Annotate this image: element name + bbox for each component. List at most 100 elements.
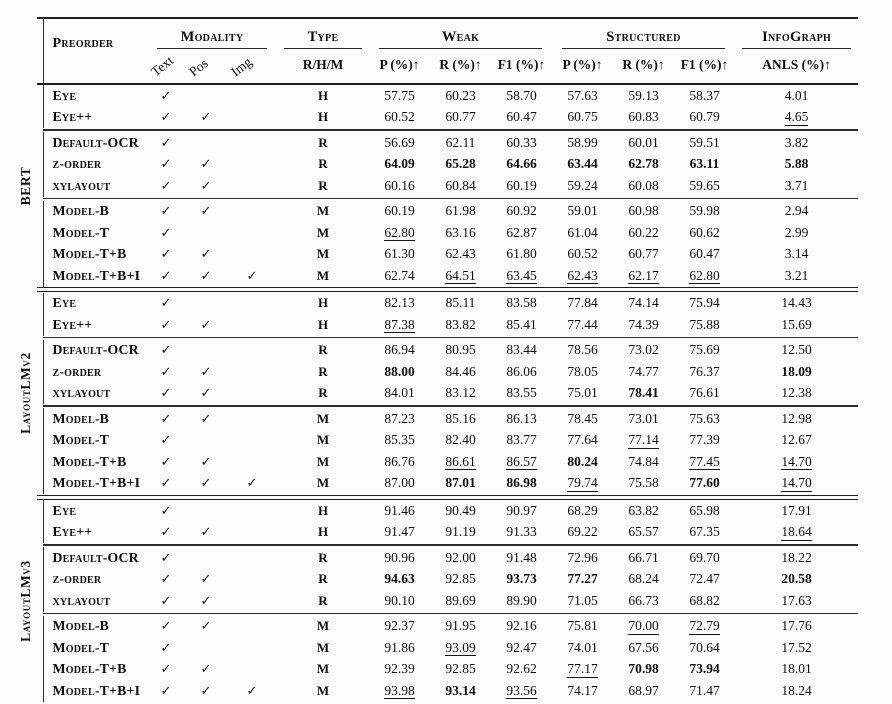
metric-value: 71.05 bbox=[552, 590, 613, 612]
modality-pos-header: Pos bbox=[186, 55, 211, 80]
metric-value-text: 77.44 bbox=[567, 316, 598, 332]
checkmark-icon: ✓ bbox=[160, 247, 172, 263]
modality-text-cell: ✓ bbox=[147, 132, 185, 154]
preorder-label: Eye++ bbox=[42, 314, 147, 336]
metric-value-text: 59.65 bbox=[689, 177, 720, 193]
metric-value-text: 70.00 bbox=[628, 618, 659, 635]
checkmark-icon: ✓ bbox=[160, 476, 172, 492]
metric-value: 60.33 bbox=[491, 132, 552, 154]
modality-pos-cell: ✓ bbox=[185, 383, 227, 405]
metric-value: 75.81 bbox=[552, 616, 613, 638]
modality-pos-cell bbox=[185, 222, 227, 244]
table-row: xylayout ✓ ✓ R 84.01 83.12 83.55 75.01 78.41 76.6… bbox=[10, 382, 858, 405]
type-value: M bbox=[316, 639, 330, 655]
metric-value-text: 70.64 bbox=[689, 639, 720, 655]
metric-value-text: 87.38 bbox=[384, 316, 415, 334]
metric-value-text: 61.04 bbox=[567, 224, 598, 240]
table-body: BERT Eye ✓ H 57.75 60.23 58.70 57.63 59.13 58.37 4… bbox=[10, 85, 859, 704]
metric-value: 14.70 bbox=[735, 473, 858, 495]
metric-value-text: 60.84 bbox=[445, 177, 476, 193]
metric-value-text: 86.13 bbox=[506, 410, 537, 426]
modality-pos-cell: ✓ bbox=[185, 473, 227, 495]
metric-value-text: 83.55 bbox=[506, 385, 537, 401]
metric-value-text: 60.62 bbox=[689, 224, 720, 240]
checkmark-icon: ✓ bbox=[160, 296, 172, 312]
metric-value: 68.82 bbox=[674, 590, 735, 612]
metric-value: 89.90 bbox=[491, 590, 552, 612]
metric-value-text: 76.37 bbox=[689, 363, 720, 379]
table-row: Default-OCR ✓ R 56.69 62.11 60.33 58.99 60.01 59… bbox=[10, 132, 858, 154]
metric-value-text: 91.95 bbox=[445, 618, 476, 634]
metric-value-text: 93.09 bbox=[445, 639, 476, 657]
metric-value: 58.37 bbox=[674, 85, 735, 107]
metric-value-text: 92.00 bbox=[445, 549, 476, 565]
metric-value: 85.11 bbox=[430, 293, 491, 315]
metric-value-text: 91.33 bbox=[506, 524, 537, 540]
model-group-cell: LayoutLMv3 bbox=[10, 500, 43, 702]
modality-img-cell bbox=[227, 175, 277, 197]
metric-value: 20.58 bbox=[735, 569, 858, 591]
metric-value-text: 92.85 bbox=[445, 661, 476, 677]
metric-value: 60.83 bbox=[613, 107, 674, 129]
metric-value: 91.47 bbox=[369, 522, 430, 544]
modality-text-cell: ✓ bbox=[147, 244, 185, 266]
metric-value: 86.61 bbox=[430, 451, 491, 473]
modality-text-cell: ✓ bbox=[147, 408, 185, 430]
model-group-label: LayoutLMv3 bbox=[18, 559, 34, 642]
metric-value-text: 60.83 bbox=[628, 109, 659, 125]
preorder-label: Model-B bbox=[42, 615, 147, 637]
checkmark-icon: ✓ bbox=[160, 572, 172, 588]
preorder-label: Eye bbox=[42, 292, 147, 314]
metric-value-text: 3.71 bbox=[784, 177, 809, 193]
modality-text-cell: ✓ bbox=[147, 175, 185, 197]
metric-value: 4.01 bbox=[735, 85, 858, 107]
modality-img-cell bbox=[227, 408, 277, 430]
metric-value: 72.79 bbox=[674, 616, 735, 638]
preorder-header: Preorder bbox=[42, 19, 147, 83]
structured-f1-header: F1 (%)↑ bbox=[680, 56, 729, 72]
table-row: LayoutLMv3 Eye ✓ H 91.46 90.49 90.97 68.29 63.82… bbox=[10, 500, 858, 642]
metric-value-text: 91.46 bbox=[384, 502, 415, 518]
metric-value-text: 78.56 bbox=[567, 342, 598, 358]
metric-value: 60.19 bbox=[491, 175, 552, 197]
metric-value: 90.97 bbox=[491, 500, 552, 522]
checkmark-icon: ✓ bbox=[160, 683, 172, 699]
metric-value: 12.38 bbox=[735, 383, 858, 405]
modality-pos-cell: ✓ bbox=[185, 659, 227, 681]
metric-value: 60.08 bbox=[613, 175, 674, 197]
subsection-divider bbox=[10, 612, 859, 616]
checkmark-icon: ✓ bbox=[200, 178, 212, 194]
metric-value: 86.06 bbox=[491, 361, 552, 383]
modality-text-cell: ✓ bbox=[147, 500, 185, 522]
metric-value: 78.05 bbox=[552, 361, 613, 383]
metric-value: 92.39 bbox=[369, 659, 430, 681]
checkmark-icon: ✓ bbox=[160, 619, 172, 635]
metric-value-text: 60.52 bbox=[567, 246, 598, 262]
metric-value: 18.64 bbox=[735, 522, 858, 544]
metric-value: 60.77 bbox=[430, 107, 491, 129]
modality-img-cell bbox=[227, 293, 277, 315]
metric-value-text: 86.94 bbox=[384, 342, 415, 358]
modality-pos-cell bbox=[185, 547, 227, 569]
metric-value-text: 91.19 bbox=[445, 524, 476, 540]
preorder-label: Model-B bbox=[42, 200, 147, 222]
metric-value: 92.85 bbox=[430, 659, 491, 681]
metric-value: 86.76 bbox=[369, 451, 430, 473]
metric-value-text: 60.77 bbox=[445, 109, 476, 125]
modality-img-cell bbox=[227, 107, 277, 129]
metric-value-text: 68.29 bbox=[567, 502, 598, 518]
structured-header: Structured bbox=[552, 19, 735, 49]
table-row: xylayout ✓ ✓ R 90.10 89.69 89.90 71.05 66.73 68.8… bbox=[10, 590, 858, 612]
modality-img-cell bbox=[227, 383, 277, 405]
modality-pos-cell bbox=[185, 85, 227, 107]
metric-value: 62.11 bbox=[430, 132, 491, 154]
checkmark-icon: ✓ bbox=[160, 268, 172, 284]
metric-value-text: 85.11 bbox=[445, 295, 476, 311]
checkmark-icon: ✓ bbox=[200, 386, 212, 402]
checkmark-icon: ✓ bbox=[160, 178, 172, 194]
table-row: Model-B ✓ ✓ M 87.23 85.16 86.13 78.45 73.01 75.63… bbox=[10, 408, 858, 430]
metric-value-text: 60.01 bbox=[628, 134, 659, 150]
subsection-rule-line bbox=[43, 197, 859, 200]
metric-value: 83.55 bbox=[491, 383, 552, 405]
modality-header: Modality bbox=[147, 19, 277, 49]
